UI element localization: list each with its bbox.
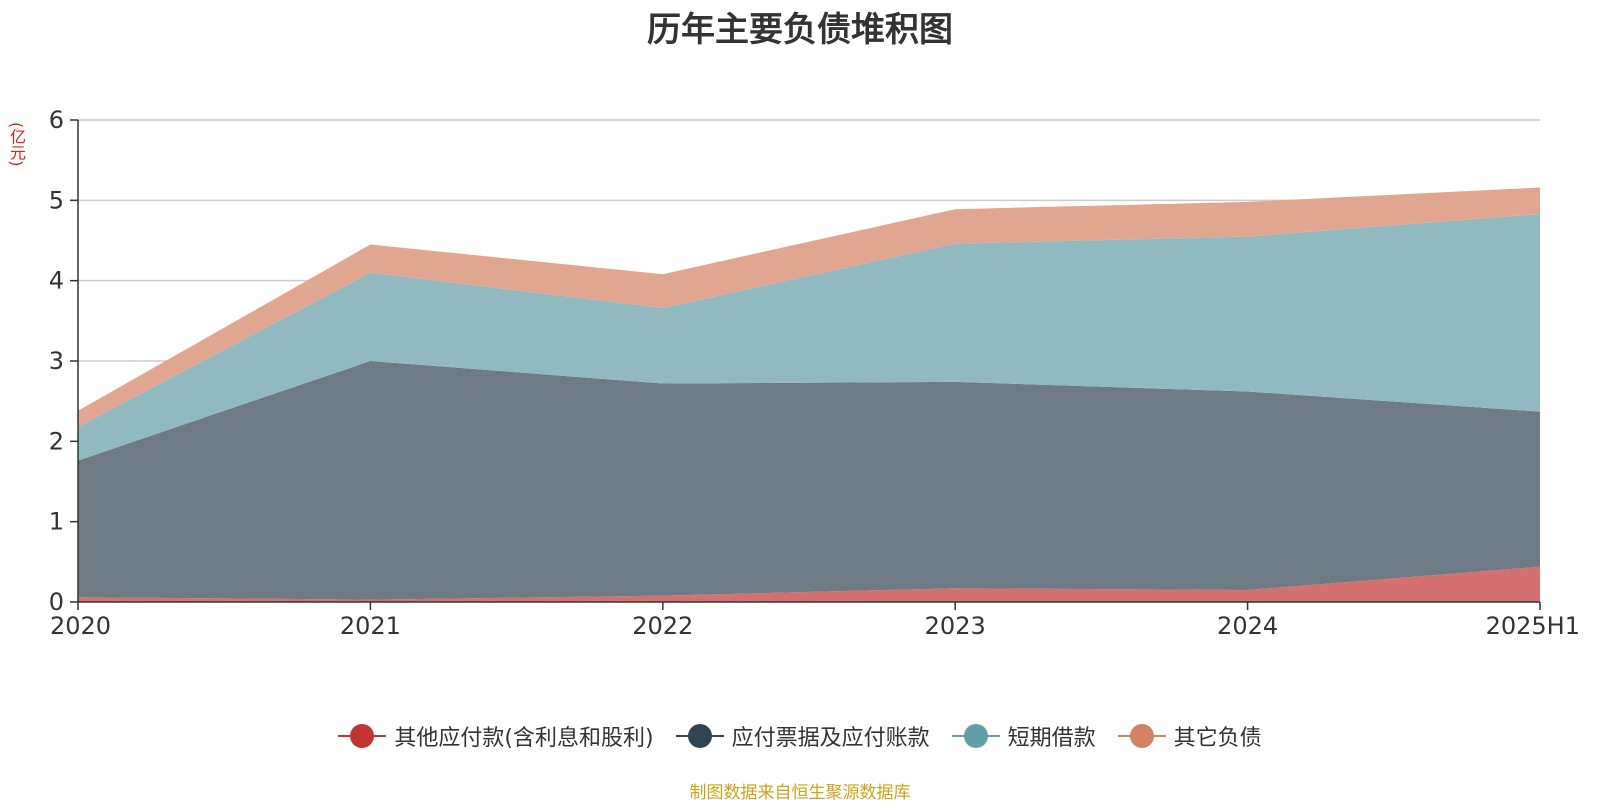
area-chart: 0 1 2 3 4 5 6 2020 2021 2022 2023 2024 2025H1 (49, 106, 1580, 640)
legend-marker-icon (951, 724, 1000, 748)
y-tick-label-6: 6 (49, 106, 64, 134)
area-series-0 (78, 566, 1540, 602)
x-tick-label-2020: 2020 (50, 612, 111, 640)
y-tick-label-2: 2 (49, 427, 64, 455)
legend-label: 应付票据及应付账款 (731, 726, 930, 751)
axes: 0 1 2 3 4 5 6 2020 2021 2022 2023 2024 2025H1 (49, 106, 1580, 640)
legend-item-1[interactable]: 应付票据及应付账款 (675, 720, 930, 752)
legend-item-0[interactable]: 其他应付款(含利息和股利) (338, 720, 654, 752)
legend-marker-icon (675, 724, 724, 748)
chart-title: 历年主要负债堆积图 (647, 10, 953, 50)
area-series-3 (78, 187, 1540, 427)
legend-marker-icon (338, 724, 387, 748)
area-series-2 (78, 214, 1540, 461)
x-tick-label-2024: 2024 (1217, 612, 1278, 640)
legend-label: 短期借款 (1007, 726, 1096, 751)
stacked-areas (78, 187, 1540, 602)
legend-item-2[interactable]: 短期借款 (951, 720, 1096, 752)
y-tick-label-3: 3 (49, 347, 64, 375)
x-tick-label-2025H1: 2025H1 (1486, 612, 1580, 640)
y-tick-label-5: 5 (49, 186, 64, 214)
x-tick-label-2022: 2022 (632, 612, 693, 640)
x-tick-label-2023: 2023 (925, 612, 986, 640)
legend-marker-icon (1117, 724, 1166, 748)
y-tick-label-1: 1 (49, 508, 64, 536)
y-tick-label-4: 4 (49, 267, 64, 295)
source-note: 制图数据来自恒生聚源数据库 (689, 783, 911, 803)
legend: 其他应付款(含利息和股利) 应付票据及应付账款 短期借款 其它负债 (0, 720, 1600, 752)
legend-label: 其它负债 (1173, 726, 1262, 751)
y-tick-label-0: 0 (49, 588, 64, 616)
legend-label: 其他应付款(含利息和股利) (394, 726, 654, 751)
legend-item-3[interactable]: 其它负债 (1117, 720, 1262, 752)
x-tick-label-2021: 2021 (340, 612, 401, 640)
y-axis-unit-label: (亿元) (7, 122, 26, 167)
area-series-1 (78, 361, 1540, 600)
